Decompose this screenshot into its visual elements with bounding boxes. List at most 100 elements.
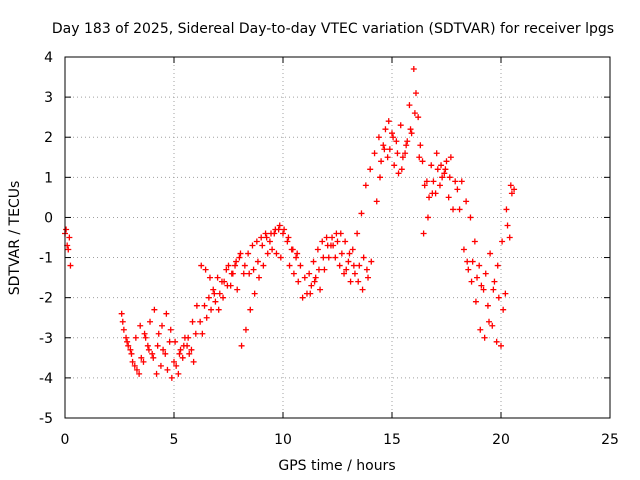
data-point [171,358,177,365]
data-point [495,294,502,301]
y-tick-label: -1 [39,251,53,267]
data-point [225,262,232,269]
data-point [489,322,496,329]
data-point [172,338,179,345]
data-point [193,302,200,309]
data-point [395,170,402,177]
data-point [394,150,401,157]
data-point [312,274,319,281]
data-point [380,142,387,149]
data-point [254,258,261,265]
data-point [421,182,428,189]
data-point [119,318,126,325]
data-point [447,154,454,161]
data-point [199,330,206,337]
data-point [419,158,426,165]
data-point [324,242,331,249]
y-tick-label: -5 [39,411,53,427]
data-point [215,306,222,313]
data-point [468,278,475,285]
data-point [477,326,484,333]
data-point [253,238,260,245]
data-point [456,206,463,213]
data-point [354,230,361,237]
data-point [375,134,382,141]
data-point [202,266,209,273]
data-point [441,170,448,177]
data-point [336,262,343,269]
data-point [277,254,284,261]
y-tick-label: -4 [39,371,53,387]
data-point [306,270,313,277]
data-point [241,262,248,269]
data-point [323,234,330,241]
data-point [367,166,374,173]
data-point [469,258,476,265]
data-point [499,238,506,245]
data-point [433,150,440,157]
x-tick-labels: 0 5 10 15 20 25 [61,432,619,448]
data-point [321,266,328,273]
data-point [157,362,164,369]
data-series-1 [62,66,518,377]
data-point [384,154,391,161]
data-point [504,222,511,229]
data-point [408,130,415,137]
x-axis-label: GPS time / hours [278,458,395,474]
data-point [460,246,467,253]
data-point [129,358,136,365]
data-point [436,182,443,189]
data-point [463,198,470,205]
data-point [250,266,257,273]
data-point [264,250,271,257]
data-point [454,186,461,193]
data-point [402,150,409,157]
data-point [508,190,515,197]
data-point [154,342,161,349]
data-point [150,354,157,361]
data-point [430,178,437,185]
data-point [208,306,215,313]
data-point [474,274,481,281]
data-point [245,250,252,257]
data-point [236,254,243,261]
data-point [491,278,498,285]
data-point [506,234,513,241]
data-point [332,254,339,261]
data-point [251,290,258,297]
data-point [65,246,72,253]
data-point [415,114,422,121]
data-point [356,262,363,269]
data-point [166,338,173,345]
data-point [228,270,235,277]
data-point [399,154,406,161]
data-point [141,330,148,337]
data-point [498,342,504,349]
data-point [420,230,427,237]
data-point [385,118,392,125]
data-point [452,178,459,185]
data-point [294,250,301,257]
data-point [142,334,149,341]
data-point [173,362,180,369]
data-point [168,374,175,381]
data-point [410,66,417,73]
data-point [315,266,322,273]
data-point [163,310,170,317]
data-point [467,214,474,221]
data-point [249,242,256,249]
data-point [289,246,296,253]
data-point [320,254,327,261]
data-point [349,246,356,253]
data-series-3 [119,110,514,361]
data-point [407,126,414,133]
data-point [123,334,130,341]
data-point [246,270,253,277]
data-point [133,366,140,373]
data-point [284,238,291,245]
data-point [382,126,389,133]
data-point [273,250,280,257]
data-point [132,334,139,341]
data-point [311,278,318,285]
data-point [416,154,423,161]
